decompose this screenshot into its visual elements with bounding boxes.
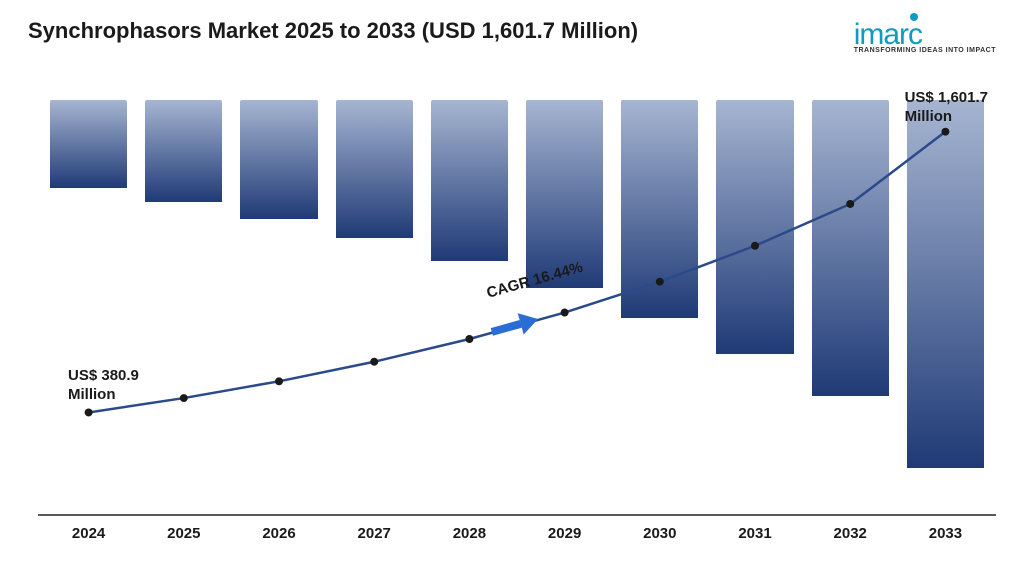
bar <box>50 100 127 188</box>
plot-region: 2024202520262027202820292030203120322033… <box>38 100 996 516</box>
bar-slot <box>621 100 698 514</box>
x-axis-label: 2027 <box>336 525 413 542</box>
bar <box>526 100 603 288</box>
chart-title: Synchrophasors Market 2025 to 2033 (USD … <box>28 18 638 44</box>
bar <box>240 100 317 219</box>
logo-tagline: TRANSFORMING IDEAS INTO IMPACT <box>854 47 996 54</box>
bar <box>145 100 222 202</box>
bar <box>907 100 984 468</box>
bar-slot <box>145 100 222 514</box>
bar-slot <box>431 100 508 514</box>
bar-slot <box>907 100 984 514</box>
start-value-line1: US$ 380.9 <box>68 366 139 386</box>
bar <box>812 100 889 396</box>
bar-slot <box>716 100 793 514</box>
end-value-line1: US$ 1,601.7 <box>905 88 988 108</box>
bar-slot <box>50 100 127 514</box>
bar <box>336 100 413 238</box>
bar <box>716 100 793 354</box>
x-axis-labels: 2024 2025 2026 2027 2028 2029 2030 2031 2032 2033 <box>38 525 996 542</box>
bar-slot <box>812 100 889 514</box>
end-value-annotation: US$ 1,601.7 Million <box>905 88 988 127</box>
logo-dot-icon <box>910 13 918 21</box>
x-axis-label: 2029 <box>526 525 603 542</box>
x-axis-label: 2033 <box>907 525 984 542</box>
x-axis-label: 2028 <box>431 525 508 542</box>
x-axis-label: 2025 <box>145 525 222 542</box>
x-axis-label: 2031 <box>716 525 793 542</box>
chart-area: 2024 2025 2026 2027 2028 2029 2030 2031 2032 2033… <box>38 70 996 546</box>
bar <box>621 100 698 318</box>
x-axis-label: 2030 <box>621 525 698 542</box>
start-value-annotation: US$ 380.9 Million <box>68 366 139 405</box>
logo: imarc TRANSFORMING IDEAS INTO IMPACT <box>854 18 996 54</box>
bar-slot <box>240 100 317 514</box>
bar-slot <box>336 100 413 514</box>
x-axis-label: 2032 <box>812 525 889 542</box>
bar-group <box>38 100 996 514</box>
x-axis-label: 2024 <box>50 525 127 542</box>
x-axis-label: 2026 <box>240 525 317 542</box>
start-value-line2: Million <box>68 385 139 405</box>
bar <box>431 100 508 261</box>
end-value-line2: Million <box>905 107 988 127</box>
